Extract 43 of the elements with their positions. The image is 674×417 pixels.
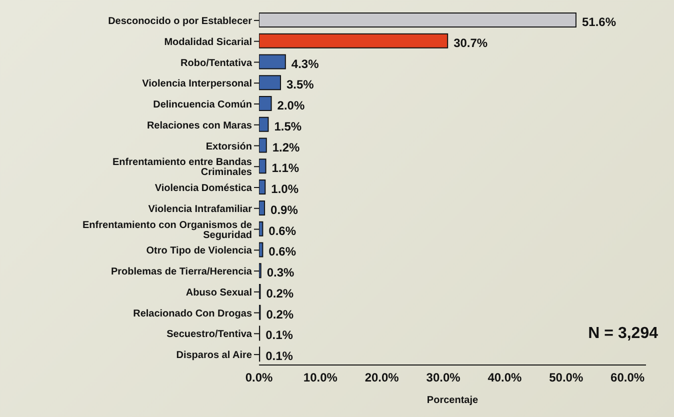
y-tick-label: Violencia Interpersonal: [142, 78, 252, 90]
data-label: 0.2%: [266, 307, 294, 322]
data-label: 0.1%: [266, 328, 294, 342]
data-label: 0.9%: [270, 202, 298, 217]
y-tick-label: Disparos al Aire: [176, 350, 252, 362]
data-label: 0.3%: [266, 266, 295, 280]
data-label: 1.2%: [272, 140, 300, 154]
data-label: 30.7%: [454, 36, 488, 50]
data-label: 2.0%: [277, 98, 305, 113]
data-label: 0.1%: [266, 349, 294, 364]
data-label: 0.6%: [268, 244, 296, 259]
y-tick-label: Abuso Sexual: [186, 287, 252, 298]
data-label: 0.6%: [268, 224, 296, 238]
y-tick-label: Delincuencia Común: [153, 100, 252, 111]
y-tick-label: Enfrentamiento entre Bandas Criminales: [112, 157, 252, 178]
y-tick-label: Violencia Doméstica: [154, 183, 252, 194]
y-tick-label: Relaciones con Maras: [146, 120, 252, 132]
x-axis-title: Porcentaje: [426, 395, 480, 406]
data-label: 1.0%: [271, 182, 299, 196]
data-label: 0.2%: [266, 286, 294, 300]
y-tick-label: Otro Tipo de Violencia: [146, 246, 252, 257]
y-tick-label: Robo/Tentativa: [180, 58, 252, 69]
y-tick-label: Secuestro/Tentiva: [166, 329, 252, 340]
annotation: N = 3,294: [588, 325, 658, 343]
data-label: 51.6%: [582, 15, 616, 29]
y-tick-label: Relacionado Con Drogas: [133, 308, 252, 320]
x-tick-label: 60.0%: [610, 370, 645, 385]
x-tick-label: 20.0%: [364, 370, 400, 385]
x-tick-label: 50.0%: [549, 370, 584, 385]
y-tick-label: Desconocido o por Establecer: [108, 16, 252, 27]
x-tick-label: 10.0%: [303, 370, 338, 385]
data-label: 4.3%: [291, 56, 320, 71]
y-tick-label: Problemas de Tierra/Herencia: [111, 266, 252, 278]
data-label: 1.1%: [272, 161, 300, 176]
y-tick-label: Extorsión: [206, 141, 252, 152]
y-tick-label: Modalidad Sicarial: [164, 36, 252, 48]
x-tick-label: 0.0%: [245, 370, 273, 385]
x-tick-label: 40.0%: [488, 370, 522, 385]
data-label: 1.5%: [274, 119, 302, 134]
y-tick-label: Enfrentamiento con Organismos de Seguridad: [82, 220, 252, 241]
data-label: 3.5%: [286, 78, 314, 92]
x-tick-label: 30.0%: [426, 370, 461, 385]
y-tick-label: Violencia Intrafamiliar: [148, 204, 252, 215]
